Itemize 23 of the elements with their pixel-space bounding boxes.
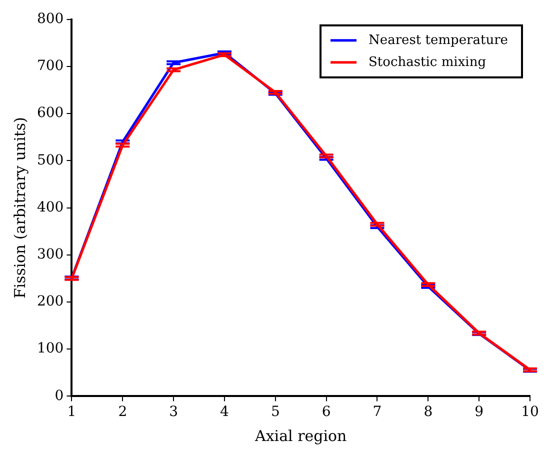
x-tick-label: 2 bbox=[118, 404, 128, 420]
y-tick-label: 800 bbox=[36, 11, 64, 28]
x-tick-label: 7 bbox=[372, 404, 382, 420]
x-tick-label: 1 bbox=[67, 404, 76, 420]
x-tick-label: 9 bbox=[474, 404, 484, 420]
x-tick-label: 6 bbox=[322, 404, 331, 420]
x-tick-label: 4 bbox=[220, 404, 230, 420]
y-tick-label: 500 bbox=[36, 152, 64, 168]
legend-label: Nearest temperature bbox=[368, 32, 508, 48]
x-tick-label: 8 bbox=[424, 404, 433, 420]
x-tick-label: 3 bbox=[169, 404, 178, 420]
legend-label: Stochastic mixing bbox=[368, 54, 486, 70]
x-axis-title: Axial region bbox=[254, 426, 348, 445]
x-tick-label: 5 bbox=[270, 404, 280, 420]
x-tick-label: 10 bbox=[521, 404, 539, 420]
y-axis-title: Fission (arbitrary units) bbox=[10, 117, 29, 299]
y-tick-label: 700 bbox=[36, 58, 64, 74]
y-tick-label: 400 bbox=[36, 199, 64, 216]
y-tick-label: 600 bbox=[36, 105, 64, 122]
y-tick-label: 200 bbox=[36, 294, 64, 310]
y-tick-label: 0 bbox=[54, 388, 64, 404]
y-tick-label: 100 bbox=[36, 340, 64, 357]
y-tick-label: 300 bbox=[36, 246, 64, 263]
